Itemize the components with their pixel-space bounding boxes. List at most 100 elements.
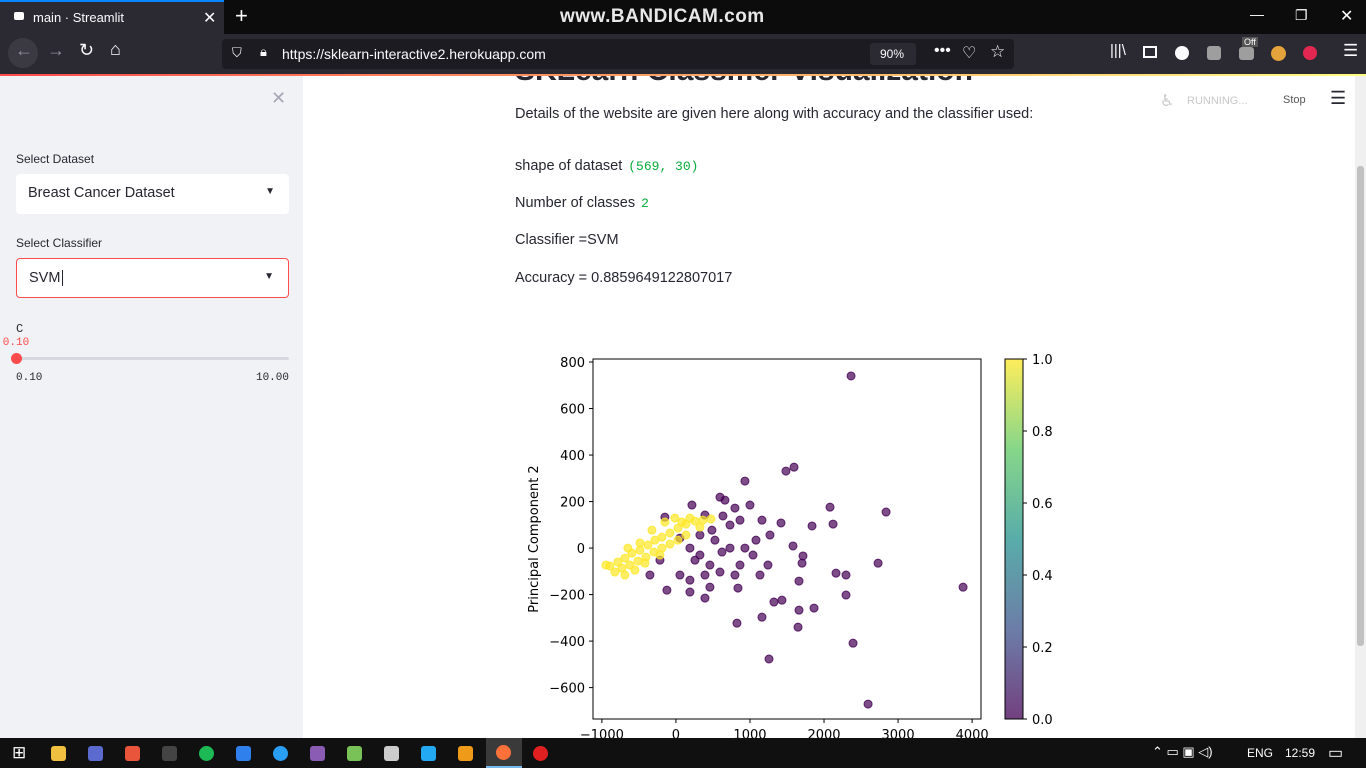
- point: [725, 520, 735, 530]
- point: [740, 543, 750, 553]
- stop-button[interactable]: Stop: [1283, 94, 1306, 106]
- point: [695, 522, 705, 532]
- tab-title: main · Streamlit: [33, 10, 125, 25]
- app-icon[interactable]: [199, 746, 214, 761]
- extension-icon[interactable]: [1207, 46, 1221, 60]
- point: [715, 567, 725, 577]
- zoom-badge[interactable]: [870, 43, 916, 65]
- extension-icon[interactable]: [1271, 46, 1286, 61]
- account-button[interactable]: [1175, 46, 1189, 60]
- point: [645, 570, 655, 580]
- new-tab[interactable]: +: [235, 3, 248, 28]
- scrollbar-thumb[interactable]: [1357, 166, 1364, 646]
- home-button[interactable]: ⌂: [110, 39, 121, 59]
- extension-icon[interactable]: [1303, 46, 1317, 60]
- point: [794, 605, 804, 615]
- point: [793, 622, 803, 632]
- point: [846, 371, 856, 381]
- point: [620, 570, 630, 580]
- lock-icon: 🔒︎: [260, 44, 267, 59]
- shape-value: (569, 30): [628, 159, 699, 174]
- app-icon[interactable]: [421, 746, 436, 761]
- app-icon[interactable]: [125, 746, 140, 761]
- y-tick-label: 600: [560, 403, 585, 418]
- point: [685, 587, 695, 597]
- app-icon[interactable]: [384, 746, 399, 761]
- app-menu[interactable]: ☰: [1330, 88, 1347, 108]
- back-button[interactable]: [8, 38, 38, 68]
- back-icon: ←: [15, 40, 33, 60]
- active-app[interactable]: [486, 738, 522, 768]
- clock[interactable]: 12:59: [1285, 746, 1316, 760]
- firefox-icon: [496, 745, 511, 760]
- point: [763, 560, 773, 570]
- point: [665, 539, 675, 549]
- pocket-button[interactable]: ♡: [962, 45, 977, 62]
- app-icon[interactable]: [458, 746, 473, 761]
- app-icon[interactable]: [162, 746, 177, 761]
- menu-button[interactable]: ☰: [1343, 41, 1359, 60]
- minimize[interactable]: —: [1250, 6, 1264, 22]
- point: [757, 515, 767, 525]
- library-button[interactable]: |||\: [1110, 42, 1126, 59]
- app-icon[interactable]: [347, 746, 362, 761]
- point: [730, 570, 740, 580]
- app-icon[interactable]: [533, 746, 548, 761]
- sidebar-close[interactable]: ✕: [271, 88, 287, 108]
- tab[interactable]: main · Streamlit ✕: [0, 0, 224, 34]
- point: [623, 543, 633, 553]
- point: [662, 585, 672, 595]
- y-tick-label: −200: [549, 589, 585, 604]
- point: [685, 575, 695, 585]
- dataset-select[interactable]: Breast Cancer Dataset ▼: [16, 174, 289, 214]
- colorbar-tick-label: 0.6: [1032, 497, 1053, 512]
- close-window[interactable]: ✕: [1340, 8, 1354, 25]
- point: [958, 582, 968, 592]
- maximize[interactable]: ❐: [1295, 7, 1308, 23]
- point: [765, 530, 775, 540]
- notifications[interactable]: ▭: [1328, 745, 1344, 762]
- slider-label: C: [16, 322, 24, 336]
- slider-thumb[interactable]: [10, 353, 22, 364]
- point: [643, 540, 653, 550]
- classifier-line: Classifier =SVM: [515, 232, 619, 248]
- point: [807, 521, 817, 531]
- decoration-bar: [0, 74, 1366, 76]
- shape-line: shape of dataset (569, 30): [515, 158, 698, 174]
- sidebar-button[interactable]: [1143, 46, 1157, 58]
- slider-track[interactable]: [16, 357, 289, 360]
- bookmark-star[interactable]: ☆: [990, 42, 1006, 61]
- app-icon[interactable]: [51, 746, 66, 761]
- app-icon[interactable]: [310, 746, 325, 761]
- app-icon[interactable]: [88, 746, 103, 761]
- point: [809, 603, 819, 613]
- tab-close[interactable]: ✕: [203, 10, 217, 27]
- point: [732, 618, 742, 628]
- dropdown-arrow: ▼: [264, 271, 274, 282]
- url-bar[interactable]: ⛉ 🔒︎ https://sklearn-interactive2.heroku…: [222, 39, 1014, 69]
- scrollbar[interactable]: [1355, 76, 1366, 738]
- classifier-select[interactable]: SVM​ ▼: [16, 258, 289, 298]
- page-actions[interactable]: •••: [934, 42, 951, 59]
- extension-icon[interactable]: [1239, 47, 1254, 60]
- running-icon: ♿︎: [1160, 93, 1175, 110]
- language[interactable]: ENG: [1247, 746, 1274, 760]
- y-tick-label: −600: [549, 682, 585, 697]
- app-icon[interactable]: [236, 746, 251, 761]
- start-button[interactable]: ⊞: [12, 743, 27, 762]
- point: [700, 570, 710, 580]
- point: [655, 550, 665, 560]
- app-icon[interactable]: [273, 746, 288, 761]
- tray-icons[interactable]: ⌃ ▭ ▣ ◁): [1152, 744, 1213, 759]
- point: [789, 462, 799, 472]
- point: [677, 517, 687, 527]
- point: [635, 538, 645, 548]
- reload-button[interactable]: ↻: [79, 40, 95, 60]
- point: [670, 513, 680, 523]
- point: [777, 595, 787, 605]
- dataset-label: Select Dataset: [16, 152, 95, 166]
- forward-button[interactable]: →: [47, 40, 65, 60]
